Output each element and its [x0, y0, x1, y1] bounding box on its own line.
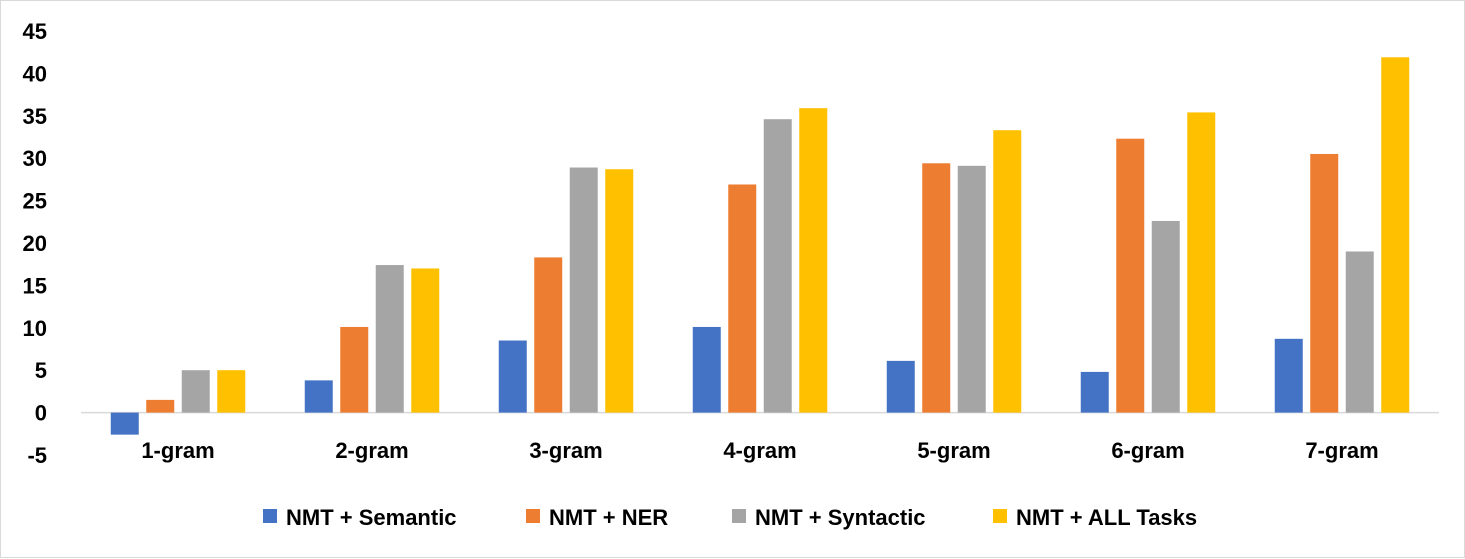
bars — [110, 57, 1410, 435]
bar — [1080, 371, 1109, 413]
legend-label: NMT + ALL Tasks — [1016, 505, 1197, 530]
x-tick-label: 4-gram — [723, 438, 796, 463]
bar — [1345, 251, 1374, 413]
legend-label: NMT + Semantic — [286, 505, 457, 530]
y-tick-label: 30 — [23, 146, 47, 171]
bar — [1310, 153, 1339, 413]
bar — [886, 360, 915, 413]
legend-label: NMT + NER — [549, 505, 668, 530]
bar — [375, 265, 404, 413]
y-axis-ticks: -5 0 5 10 15 20 25 30 35 40 45 — [23, 19, 47, 468]
bar — [922, 163, 951, 413]
y-tick-label: 0 — [35, 401, 47, 426]
y-tick-label: 25 — [23, 189, 47, 214]
bar — [692, 326, 721, 413]
y-tick-label: 35 — [23, 104, 47, 129]
bar — [1187, 112, 1216, 413]
bar — [605, 169, 634, 413]
bar — [217, 370, 246, 413]
bar — [181, 370, 210, 413]
bar — [304, 380, 333, 413]
bar — [569, 167, 598, 413]
y-tick-label: 40 — [23, 61, 47, 86]
legend: NMT + Semantic NMT + NER NMT + Syntactic NM… — [263, 505, 1197, 530]
legend-swatch — [526, 509, 540, 523]
legend-swatch — [732, 509, 746, 523]
x-axis-ticks: 1-gram 2-gram 3-gram 4-gram 5-gram 6-gram 7-gr… — [141, 438, 1378, 463]
bar — [1151, 220, 1180, 413]
x-tick-label: 5-gram — [917, 438, 990, 463]
y-tick-label: 15 — [23, 273, 47, 298]
y-tick-label: 10 — [23, 316, 47, 341]
bar — [763, 119, 792, 413]
y-tick-label: 45 — [23, 19, 47, 44]
bar — [498, 340, 527, 413]
y-tick-label: 20 — [23, 231, 47, 256]
bar — [110, 412, 139, 435]
x-tick-label: 6-gram — [1111, 438, 1184, 463]
bar — [993, 130, 1022, 413]
bar — [799, 108, 828, 413]
bar — [411, 268, 440, 413]
y-tick-label: -5 — [27, 443, 47, 468]
y-tick-label: 5 — [35, 358, 47, 383]
legend-swatch — [993, 509, 1007, 523]
bar — [1116, 138, 1145, 413]
bar — [146, 399, 175, 413]
x-tick-label: 7-gram — [1305, 438, 1378, 463]
bar — [1381, 57, 1410, 413]
legend-swatch — [263, 509, 277, 523]
bar — [340, 326, 369, 413]
bar — [1274, 338, 1303, 413]
x-tick-label: 1-gram — [141, 438, 214, 463]
bar — [957, 165, 986, 413]
x-tick-label: 2-gram — [335, 438, 408, 463]
bar — [534, 257, 563, 413]
legend-label: NMT + Syntactic — [755, 505, 926, 530]
bar — [728, 184, 757, 413]
x-tick-label: 3-gram — [529, 438, 602, 463]
